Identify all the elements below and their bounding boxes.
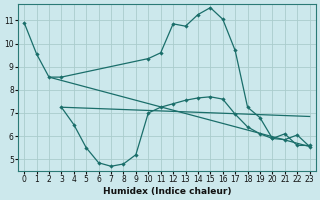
X-axis label: Humidex (Indice chaleur): Humidex (Indice chaleur) <box>103 187 231 196</box>
